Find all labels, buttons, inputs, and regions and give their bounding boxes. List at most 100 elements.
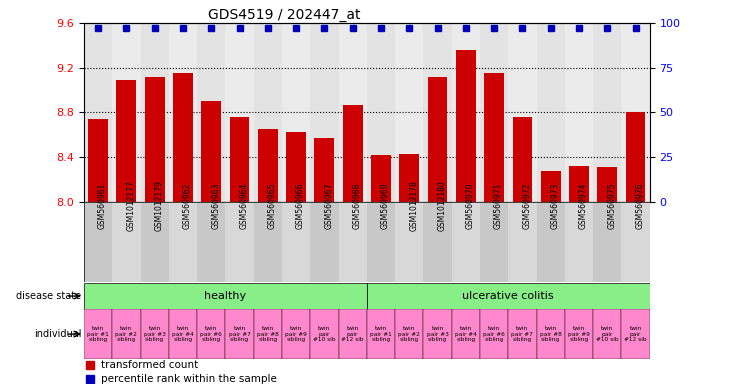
Bar xyxy=(254,309,282,359)
Text: GSM1012179: GSM1012179 xyxy=(155,180,164,231)
Text: GSM560973: GSM560973 xyxy=(550,182,560,229)
Text: GSM560966: GSM560966 xyxy=(296,182,305,229)
Text: individual: individual xyxy=(34,329,82,339)
Text: GSM560974: GSM560974 xyxy=(579,182,588,229)
Bar xyxy=(593,202,621,282)
Bar xyxy=(140,309,169,359)
Text: twin
pair #3
sibling: twin pair #3 sibling xyxy=(144,326,166,343)
Bar xyxy=(226,23,254,202)
Bar xyxy=(508,202,537,282)
Bar xyxy=(112,202,140,282)
Bar xyxy=(84,283,366,309)
Bar xyxy=(84,202,112,282)
Bar xyxy=(197,202,226,282)
Text: GSM1012180: GSM1012180 xyxy=(437,180,447,231)
Bar xyxy=(423,309,452,359)
Bar xyxy=(452,23,480,202)
Text: GSM560967: GSM560967 xyxy=(324,182,334,229)
Text: twin
pair #4
sibling: twin pair #4 sibling xyxy=(455,326,477,343)
Bar xyxy=(456,50,476,202)
Text: transformed count: transformed count xyxy=(101,360,198,370)
Text: GSM560962: GSM560962 xyxy=(183,182,192,229)
Bar xyxy=(140,23,169,202)
Bar xyxy=(569,166,589,202)
Text: twin
pair #1
sibling: twin pair #1 sibling xyxy=(87,326,109,343)
Bar xyxy=(140,202,169,282)
Bar xyxy=(621,23,650,202)
Bar xyxy=(508,23,537,202)
Bar xyxy=(286,132,306,202)
Bar xyxy=(480,202,508,282)
Text: GSM1012178: GSM1012178 xyxy=(410,180,418,231)
Bar xyxy=(593,309,621,359)
Bar xyxy=(366,309,395,359)
Bar xyxy=(371,155,391,202)
Bar xyxy=(452,202,480,282)
Text: twin
pair #8
sibling: twin pair #8 sibling xyxy=(539,326,561,343)
Text: GSM560971: GSM560971 xyxy=(494,182,503,229)
Bar xyxy=(621,202,650,282)
Bar xyxy=(282,309,310,359)
Text: twin
pair #2
sibling: twin pair #2 sibling xyxy=(399,326,420,343)
Bar xyxy=(597,167,617,202)
Bar xyxy=(254,202,282,282)
Text: GSM1012177: GSM1012177 xyxy=(126,180,135,231)
Bar xyxy=(254,23,282,202)
Bar xyxy=(366,202,395,282)
Bar xyxy=(395,202,423,282)
Text: twin
pair
#10 sib: twin pair #10 sib xyxy=(596,326,618,343)
Bar xyxy=(537,309,565,359)
Bar xyxy=(343,104,363,202)
Bar xyxy=(480,309,508,359)
Bar xyxy=(169,309,197,359)
Text: twin
pair #4
sibling: twin pair #4 sibling xyxy=(172,326,194,343)
Bar xyxy=(310,309,339,359)
Bar xyxy=(197,23,226,202)
Text: GSM560972: GSM560972 xyxy=(523,182,531,229)
Text: twin
pair #3
sibling: twin pair #3 sibling xyxy=(426,326,448,343)
Text: GSM560976: GSM560976 xyxy=(636,182,645,229)
Text: twin
pair #7
sibling: twin pair #7 sibling xyxy=(512,326,534,343)
Text: twin
pair
#10 sib: twin pair #10 sib xyxy=(313,326,336,343)
Bar xyxy=(282,23,310,202)
Text: twin
pair #9
sibling: twin pair #9 sibling xyxy=(285,326,307,343)
Text: twin
pair
#12 sib: twin pair #12 sib xyxy=(624,326,647,343)
Bar xyxy=(423,23,452,202)
Bar xyxy=(621,309,650,359)
Bar xyxy=(197,309,226,359)
Text: GSM560969: GSM560969 xyxy=(381,182,390,229)
Text: twin
pair #6
sibling: twin pair #6 sibling xyxy=(200,326,222,343)
Text: GDS4519 / 202447_at: GDS4519 / 202447_at xyxy=(209,8,361,22)
Text: twin
pair
#12 sib: twin pair #12 sib xyxy=(342,326,364,343)
Bar xyxy=(117,80,137,202)
Bar xyxy=(145,77,164,202)
Text: twin
pair #2
sibling: twin pair #2 sibling xyxy=(115,326,137,343)
Bar xyxy=(395,23,423,202)
Bar xyxy=(112,309,140,359)
Bar xyxy=(226,202,254,282)
Bar xyxy=(508,309,537,359)
Bar xyxy=(339,309,367,359)
Text: twin
pair #7
sibling: twin pair #7 sibling xyxy=(228,326,250,343)
Text: disease state: disease state xyxy=(16,291,82,301)
Bar xyxy=(258,129,277,202)
Bar xyxy=(565,23,593,202)
Bar xyxy=(310,23,339,202)
Bar xyxy=(565,202,593,282)
Bar xyxy=(339,23,367,202)
Bar xyxy=(565,309,593,359)
Text: percentile rank within the sample: percentile rank within the sample xyxy=(101,374,277,384)
Text: GSM560975: GSM560975 xyxy=(607,182,616,229)
Text: GSM560970: GSM560970 xyxy=(466,182,474,229)
Bar xyxy=(88,119,108,202)
Text: GSM560965: GSM560965 xyxy=(268,182,277,229)
Bar xyxy=(173,73,193,202)
Text: GSM560961: GSM560961 xyxy=(98,182,107,229)
Bar xyxy=(537,23,565,202)
Bar xyxy=(230,117,250,202)
Bar xyxy=(366,283,650,309)
Bar xyxy=(423,202,452,282)
Text: ulcerative colitis: ulcerative colitis xyxy=(462,291,554,301)
Bar xyxy=(626,112,645,202)
Text: GSM560963: GSM560963 xyxy=(211,182,220,229)
